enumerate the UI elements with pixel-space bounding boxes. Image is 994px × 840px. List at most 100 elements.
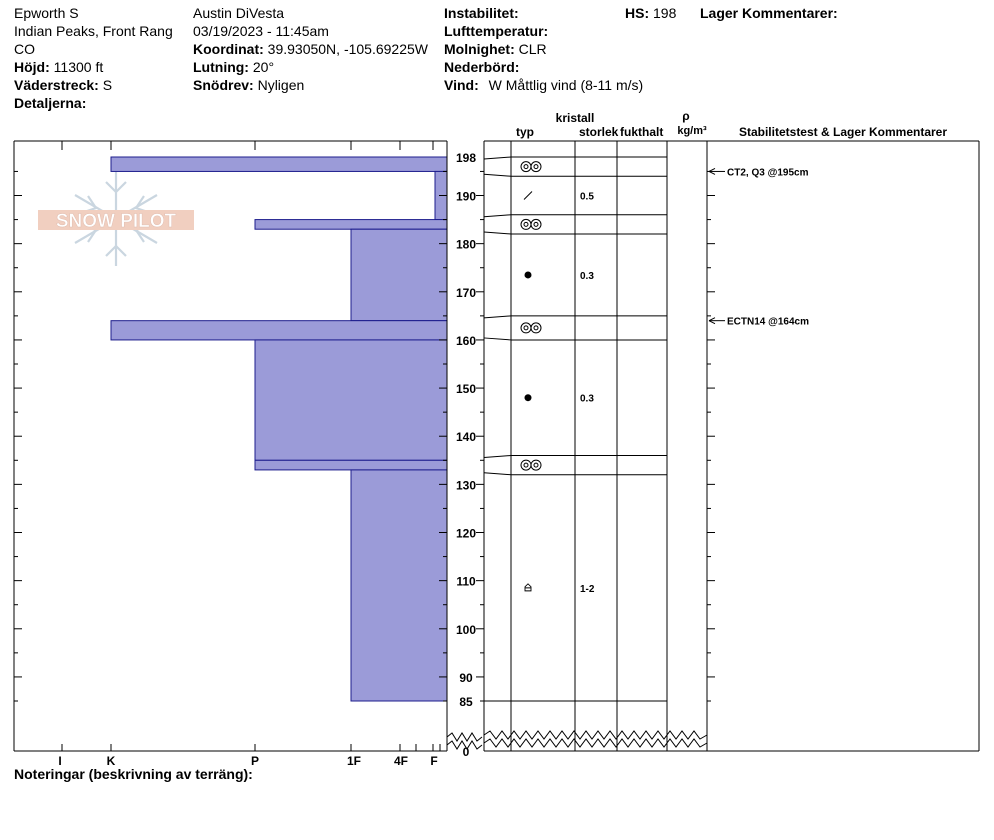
range: Indian Peaks, Front Rang bbox=[14, 23, 173, 39]
rounded-grains-icon bbox=[524, 271, 532, 279]
slope-label: Lutning: bbox=[193, 59, 249, 75]
melt-freeze-crust-icon bbox=[523, 325, 529, 331]
melt-freeze-crust-icon bbox=[533, 462, 539, 468]
observer: Austin DiVesta bbox=[193, 5, 285, 21]
height-label: 180 bbox=[456, 238, 476, 252]
melt-freeze-crust-icon bbox=[523, 462, 529, 468]
wind-value: W Måttlig vind (8-11 m/s) bbox=[488, 77, 644, 93]
hardness-tick-label: 4F bbox=[394, 754, 408, 768]
air-temp-label: Lufttemperatur: bbox=[444, 23, 549, 39]
wind-loading-row: Snödrev: Nyligen bbox=[193, 76, 304, 94]
elevation-label: Höjd: bbox=[14, 59, 50, 75]
hardness-bar bbox=[110, 156, 448, 172]
sky-row: Molnighet: CLR bbox=[444, 40, 547, 58]
strat-connector bbox=[483, 454, 512, 458]
height-label: 0 bbox=[463, 745, 470, 759]
strat-connector bbox=[483, 214, 512, 218]
melt-freeze-crust-icon bbox=[530, 161, 542, 173]
precip-label: Nederbörd: bbox=[444, 59, 520, 75]
hardness-bar bbox=[254, 339, 448, 461]
type-header: typ bbox=[516, 125, 534, 139]
hardness-ticks: I K P 1F 4F F bbox=[58, 141, 441, 768]
stability-tests: CT2, Q3 @195cm ECTN14 @164cm bbox=[708, 167, 809, 328]
hardness-bar bbox=[254, 219, 448, 230]
height-label: 100 bbox=[456, 623, 476, 637]
melt-freeze-crust-icon bbox=[523, 164, 529, 170]
elevation-row: Höjd: 11300 ft bbox=[14, 58, 103, 76]
melt-freeze-crust-icon bbox=[533, 325, 539, 331]
depth-hoar-icon bbox=[524, 583, 532, 592]
melt-freeze-crust-icon bbox=[520, 322, 532, 334]
melt-freeze-crust-icon bbox=[530, 459, 542, 471]
melt-freeze-crust-icon bbox=[523, 221, 529, 227]
height-labels: 198 190 180 170 160 150 140 130 120 110 100 90 85 0 bbox=[456, 151, 476, 759]
hardness-tick-label: P bbox=[251, 754, 259, 768]
melt-freeze-crust-icon bbox=[520, 218, 532, 230]
coordinate-label: Koordinat: bbox=[193, 41, 264, 57]
hardness-bars bbox=[110, 156, 448, 702]
strat-right-ticks bbox=[707, 170, 715, 702]
height-label: 85 bbox=[459, 695, 473, 709]
notes-label: Noteringar (beskrivning av terräng): bbox=[14, 766, 253, 782]
details-label: Detaljerna: bbox=[14, 95, 87, 111]
aspect-row: Väderstreck: S bbox=[14, 76, 112, 94]
moisture-header: fukthalt bbox=[620, 125, 663, 139]
strat-connector bbox=[483, 315, 512, 319]
height-label: 90 bbox=[459, 671, 473, 685]
hardness-tick-label: K bbox=[107, 754, 116, 768]
location: Epworth S bbox=[14, 5, 79, 21]
watermark-text: SNOW PILOT bbox=[56, 211, 177, 232]
decomposing-fragments-icon bbox=[523, 191, 533, 200]
density-unit-header: kg/m³ bbox=[677, 125, 707, 137]
hardness-bar bbox=[350, 469, 448, 702]
grain-size-value: 1-2 bbox=[580, 584, 595, 595]
instability-label: Instabilitet: bbox=[444, 5, 519, 21]
elevation-value: 11300 ft bbox=[53, 59, 104, 75]
height-label: 170 bbox=[456, 286, 476, 300]
hardness-bar bbox=[110, 320, 448, 341]
state: CO bbox=[14, 41, 35, 57]
zigzag-break-axis-upper bbox=[446, 732, 483, 742]
left-height-ticks bbox=[14, 141, 448, 751]
aspect-label: Väderstreck: bbox=[14, 77, 99, 93]
hardness-tick-label: 1F bbox=[347, 754, 361, 768]
melt-freeze-crust-icon bbox=[530, 322, 542, 334]
hs-row: HS: 198 bbox=[625, 4, 676, 22]
height-label: 150 bbox=[456, 382, 476, 396]
datetime: 03/19/2023 - 11:45am bbox=[193, 23, 329, 39]
hs-label: HS: bbox=[625, 5, 650, 21]
strat-left-ticks bbox=[476, 170, 484, 702]
strat-connector bbox=[483, 156, 512, 160]
rounded-grains-icon bbox=[524, 394, 532, 402]
slope-row: Lutning: 20° bbox=[193, 58, 274, 76]
arrow-head-icon bbox=[708, 317, 716, 325]
grain-size-value: 0.5 bbox=[580, 192, 594, 203]
strat-rows: 0.5 0.3 0.3 1-2 bbox=[483, 156, 667, 702]
height-label: 140 bbox=[456, 430, 476, 444]
height-label: 190 bbox=[456, 190, 476, 204]
coordinate-value: 39.93050N, -105.69225W bbox=[267, 41, 428, 57]
zigzag-break-lower bbox=[483, 738, 708, 748]
hardness-bar bbox=[350, 228, 448, 322]
sky-value: CLR bbox=[518, 41, 547, 57]
hardness-tick-label: I bbox=[58, 754, 61, 768]
height-label: 130 bbox=[456, 478, 476, 492]
height-label: 198 bbox=[456, 151, 476, 165]
wind-label: Vind: bbox=[444, 77, 479, 93]
strat-connector bbox=[483, 472, 512, 476]
watermark-band bbox=[38, 210, 194, 230]
strat-connector bbox=[483, 337, 512, 341]
size-header: storlek bbox=[579, 125, 619, 139]
hs-value: 198 bbox=[653, 5, 677, 21]
hardness-bar bbox=[254, 459, 448, 471]
melt-freeze-crust-icon bbox=[530, 218, 542, 230]
height-label: 160 bbox=[456, 334, 476, 348]
strat-connector bbox=[483, 231, 512, 235]
melt-freeze-crust-icon bbox=[533, 221, 539, 227]
wind-row: Vind: W Måttlig vind (8-11 m/s) bbox=[444, 76, 643, 94]
strat-connector bbox=[483, 173, 512, 177]
crystal-header: kristall bbox=[556, 111, 595, 125]
wind-loading-label: Snödrev: bbox=[193, 77, 254, 93]
zigzag-break-upper bbox=[483, 730, 708, 740]
